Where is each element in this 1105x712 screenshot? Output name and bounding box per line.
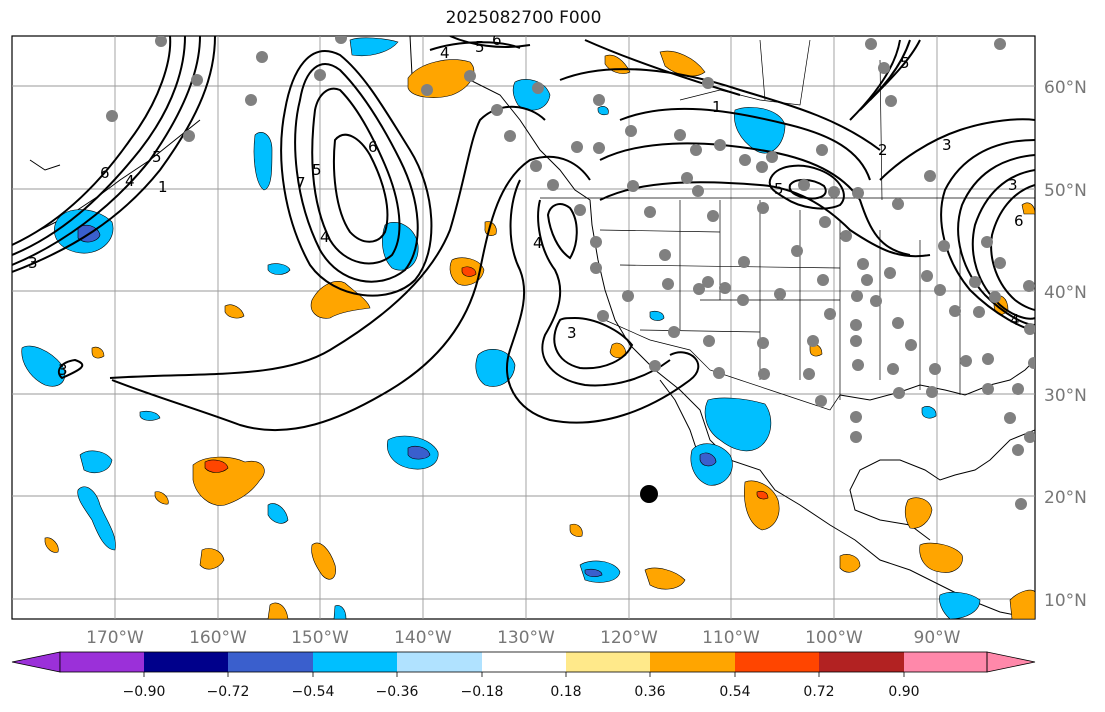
contour-label: 5 xyxy=(312,161,322,179)
colorbar-segment xyxy=(650,652,735,672)
contour-label: 4 xyxy=(125,172,135,190)
lat-label: 20°N xyxy=(1044,488,1087,508)
contour-label: 3 xyxy=(28,254,38,272)
contour-label: 2 xyxy=(878,141,888,159)
colorbar-segment xyxy=(144,652,228,672)
contour-label: 3 xyxy=(58,361,68,379)
colorbar-segment xyxy=(228,652,313,672)
lat-label: 40°N xyxy=(1044,283,1087,303)
colorbar-tick-label: −0.90 xyxy=(123,684,166,700)
colorbar: −0.90 −0.72 −0.54 −0.36 −0.18 0.18 0.36 … xyxy=(11,651,1036,700)
contour-label: 5 xyxy=(774,180,784,198)
contour-label: 3 xyxy=(942,136,952,154)
colorbar-tick-label: 0.72 xyxy=(803,684,834,700)
contour-label: 4 xyxy=(1010,311,1020,329)
colorbar-segment xyxy=(60,652,144,672)
contour-label: 7 xyxy=(296,174,306,192)
lon-label: 170°W xyxy=(86,628,144,648)
contour-label: 6 xyxy=(368,138,378,156)
contour-label: 4 xyxy=(533,234,543,252)
lon-label: 90°W xyxy=(914,628,961,648)
colorbar-tick-label: −0.54 xyxy=(292,684,335,700)
colorbar-over-triangle xyxy=(986,651,1036,673)
contour-label: 5 xyxy=(900,54,910,72)
latitude-labels: 60°N 50°N 40°N 30°N 20°N 10°N xyxy=(1044,78,1087,611)
lat-label: 30°N xyxy=(1044,386,1087,406)
station-markers xyxy=(106,36,1035,510)
colorbar-segment xyxy=(735,652,819,672)
longitude-labels: 170°W 160°W 150°W 140°W 130°W 120°W 110°… xyxy=(86,628,961,648)
lon-label: 140°W xyxy=(394,628,452,648)
map-frame xyxy=(11,35,1036,620)
contour-label: 3 xyxy=(567,324,577,342)
colorbar-segment xyxy=(313,652,397,672)
contour-label: 1 xyxy=(712,98,722,116)
contour-label: 5 xyxy=(152,148,162,166)
lon-label: 160°W xyxy=(189,628,247,648)
contour-label: 1 xyxy=(158,178,168,196)
colorbar-segment xyxy=(482,652,566,672)
colorbar-segment xyxy=(904,652,987,672)
colorbar-tick-label: −0.36 xyxy=(376,684,419,700)
colorbar-tick-label: 0.54 xyxy=(719,684,750,700)
contour-lines xyxy=(12,36,1035,432)
lon-label: 110°W xyxy=(702,628,760,648)
colorbar-segment xyxy=(397,652,482,672)
lat-label: 50°N xyxy=(1044,181,1087,201)
lat-label: 60°N xyxy=(1044,78,1087,98)
lat-label: 10°N xyxy=(1044,591,1087,611)
contour-label: 5 xyxy=(475,38,485,56)
lon-label: 130°W xyxy=(497,628,555,648)
lon-label: 150°W xyxy=(291,628,349,648)
contour-label: 4 xyxy=(440,44,450,62)
negative-anomaly-shading xyxy=(21,37,981,619)
storm-center-marker xyxy=(640,485,658,503)
colorbar-tick-label: 0.90 xyxy=(888,684,919,700)
colorbar-segment xyxy=(566,652,650,672)
positive-anomaly-shading xyxy=(44,50,1035,619)
colorbar-tick-label: 0.18 xyxy=(550,684,581,700)
contour-label: 4 xyxy=(320,228,330,246)
contour-labels: 6 5 4 1 3 7 5 6 4 3 4 3 5 4 5 6 1 5 2 6 … xyxy=(28,31,1024,379)
contour-label: 6 xyxy=(492,31,502,49)
contour-label: 6 xyxy=(100,164,110,182)
colorbar-tick-label: −0.18 xyxy=(461,684,504,700)
contour-label: 6 xyxy=(1014,212,1024,230)
colorbar-tick-label: 0.36 xyxy=(634,684,665,700)
colorbar-outline xyxy=(59,651,988,673)
map-title: 2025082700 F000 xyxy=(445,8,602,28)
lon-label: 120°W xyxy=(600,628,658,648)
colorbar-under-triangle xyxy=(11,651,61,673)
colorbar-segment xyxy=(819,652,904,672)
colorbar-tick-label: −0.72 xyxy=(207,684,250,700)
contour-label: 3 xyxy=(1008,176,1018,194)
lon-label: 100°W xyxy=(805,628,863,648)
